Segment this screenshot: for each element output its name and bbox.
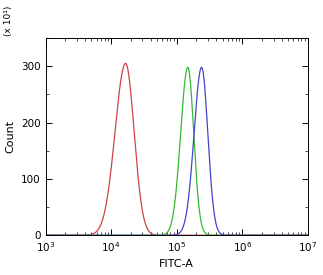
X-axis label: FITC-A: FITC-A — [159, 259, 194, 270]
Y-axis label: Count: Count — [5, 120, 16, 153]
Text: (x 10¹): (x 10¹) — [4, 6, 13, 36]
